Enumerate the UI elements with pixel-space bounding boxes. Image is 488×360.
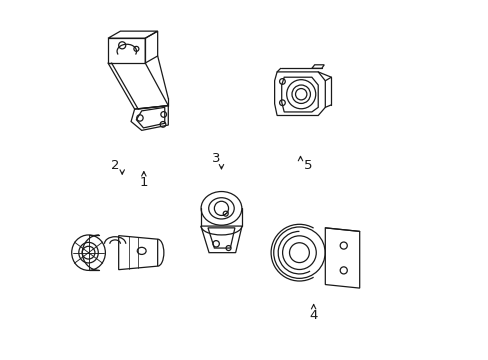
Text: 3: 3	[211, 152, 220, 165]
Text: 1: 1	[139, 176, 148, 189]
Text: 4: 4	[309, 309, 317, 322]
Text: 2: 2	[111, 159, 119, 172]
Text: 5: 5	[304, 159, 312, 172]
